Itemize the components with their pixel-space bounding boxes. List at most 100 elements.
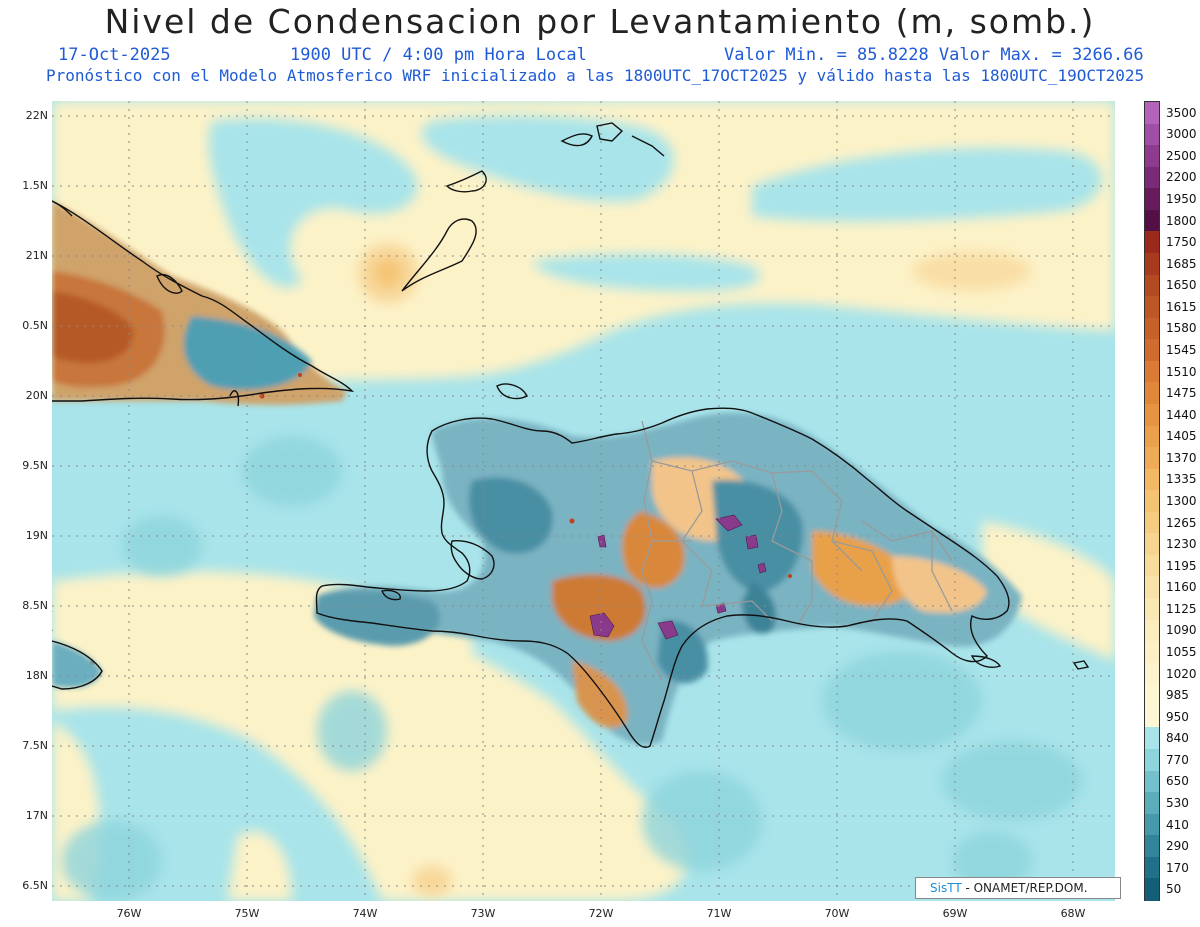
colorbar-label: 840 xyxy=(1166,731,1189,746)
colorbar-label: 1300 xyxy=(1166,494,1197,508)
lcl-shaded-map xyxy=(52,101,1115,901)
lat-tick-22n: 22N xyxy=(25,109,48,122)
colorbar-swatch xyxy=(1145,317,1159,340)
colorbar-label: 530 xyxy=(1166,795,1189,810)
lat-tick-16-5n: 6.5N xyxy=(22,879,48,892)
colorbar-label: 985 xyxy=(1166,688,1189,703)
lon-tick-75w: 75W xyxy=(234,907,260,920)
lon-tick-71w: 71W xyxy=(706,907,732,920)
colorbar-label: 1510 xyxy=(1166,364,1197,379)
colorbar-label: 1160 xyxy=(1166,580,1197,595)
colorbar-swatch xyxy=(1145,339,1159,362)
colorbar-swatch xyxy=(1145,274,1159,297)
colorbar-label: 1090 xyxy=(1166,623,1197,638)
colorbar-label: 3500 xyxy=(1166,105,1197,120)
lat-tick-18-5n: 8.5N xyxy=(22,599,48,612)
lon-tick-74w: 74W xyxy=(352,907,378,920)
value-range: Valor Min. = 85.8228 Valor Max. = 3266.6… xyxy=(724,45,1144,65)
colorbar-swatch xyxy=(1145,792,1159,815)
colorbar-swatch xyxy=(1145,188,1159,211)
lat-tick-18n: 18N xyxy=(25,669,48,682)
lat-tick-20-5n: 0.5N xyxy=(22,319,48,332)
colorbar-swatch xyxy=(1145,684,1159,707)
colorbar-swatch xyxy=(1145,382,1159,405)
colorbar-label: 290 xyxy=(1166,839,1189,854)
lat-tick-19-5n: 9.5N xyxy=(22,459,48,472)
lon-tick-69w: 69W xyxy=(942,907,968,920)
colorbar-label: 1230 xyxy=(1166,537,1197,552)
map-panel xyxy=(52,101,1115,901)
lat-tick-17-5n: 7.5N xyxy=(22,739,48,752)
credit-box: SisTT - ONAMET/REP.DOM. xyxy=(915,877,1121,899)
colorbar-label: 1370 xyxy=(1166,450,1197,465)
colorbar-swatch xyxy=(1145,554,1159,578)
colorbar-swatch xyxy=(1145,576,1159,599)
colorbar-swatch xyxy=(1145,641,1159,664)
colorbar-label: 1615 xyxy=(1166,299,1197,314)
colorbar-swatch xyxy=(1145,123,1159,146)
sistt-logo: SisTT xyxy=(930,881,962,895)
colorbar-label: 1020 xyxy=(1166,666,1197,681)
colorbar-label: 410 xyxy=(1166,817,1189,832)
colorbar-swatch xyxy=(1145,425,1159,448)
lat-tick-21-5n: 1.5N xyxy=(22,179,48,192)
forecast-date: 17-Oct-2025 xyxy=(58,45,171,65)
colorbar-swatch xyxy=(1145,252,1159,276)
colorbar-label: 950 xyxy=(1166,709,1189,724)
colorbar-swatch xyxy=(1145,619,1159,642)
colorbar-swatch xyxy=(1145,770,1159,793)
colorbar-label: 1750 xyxy=(1166,235,1197,250)
colorbar-label: 1195 xyxy=(1166,558,1197,573)
colorbar-label: 1265 xyxy=(1166,515,1197,530)
colorbar-swatch xyxy=(1145,231,1159,254)
lat-tick-21n: 21N xyxy=(25,249,48,262)
colorbar-label: 1055 xyxy=(1166,644,1197,659)
colorbar-swatch xyxy=(1145,511,1159,534)
colorbar-swatch xyxy=(1145,360,1159,383)
colorbar-swatch xyxy=(1145,533,1159,556)
credit-text: - ONAMET/REP.DOM. xyxy=(961,881,1088,895)
colorbar-label: 1335 xyxy=(1166,472,1197,487)
colorbar-swatch xyxy=(1145,727,1159,750)
colorbar-swatch xyxy=(1145,490,1159,513)
colorbar-swatch xyxy=(1145,145,1159,168)
colorbar-label: 50 xyxy=(1166,882,1182,897)
colorbar-label: 1475 xyxy=(1166,386,1197,401)
colorbar-swatch xyxy=(1145,403,1159,427)
colorbar-swatch xyxy=(1145,166,1159,189)
lat-tick-17n: 17N xyxy=(25,809,48,822)
lon-tick-68w: 68W xyxy=(1060,907,1086,920)
colorbar-label: 1545 xyxy=(1166,343,1197,358)
colorbar-swatch xyxy=(1145,662,1159,685)
colorbar-swatch xyxy=(1145,705,1159,729)
colorbar-swatch xyxy=(1145,856,1159,880)
colorbar-label: 1405 xyxy=(1166,429,1197,444)
map-title: Nivel de Condensacion por Levantamiento … xyxy=(104,2,1096,41)
colorbar-swatch xyxy=(1145,468,1159,491)
model-info: Pronóstico con el Modelo Atmosferico WRF… xyxy=(46,66,1145,85)
colorbar-swatch xyxy=(1145,835,1159,858)
colorbar-label: 170 xyxy=(1166,860,1189,875)
colorbar-swatch xyxy=(1145,209,1159,232)
colorbar-swatch xyxy=(1145,813,1159,836)
colorbar-label: 2500 xyxy=(1166,148,1197,163)
colorbar-swatch xyxy=(1145,296,1159,319)
colorbar-swatch xyxy=(1145,102,1159,125)
colorbar-label: 2200 xyxy=(1166,170,1197,185)
forecast-time: 1900 UTC / 4:00 pm Hora Local xyxy=(290,45,587,65)
colorbar-label: 1950 xyxy=(1166,192,1197,207)
lat-tick-19n: 19N xyxy=(25,529,48,542)
colorbar-swatch xyxy=(1145,598,1159,621)
colorbar xyxy=(1144,101,1160,901)
colorbar-label: 1125 xyxy=(1166,601,1197,616)
colorbar-label: 1650 xyxy=(1166,278,1197,293)
lon-tick-76w: 76W xyxy=(116,907,142,920)
colorbar-swatch xyxy=(1145,447,1159,470)
lon-tick-72w: 72W xyxy=(588,907,614,920)
colorbar-swatch xyxy=(1145,878,1159,901)
colorbar-label: 1800 xyxy=(1166,213,1197,228)
colorbar-label: 1440 xyxy=(1166,407,1197,422)
colorbar-label: 770 xyxy=(1166,752,1189,767)
lon-tick-70w: 70W xyxy=(824,907,850,920)
colorbar-label: 1580 xyxy=(1166,321,1197,336)
